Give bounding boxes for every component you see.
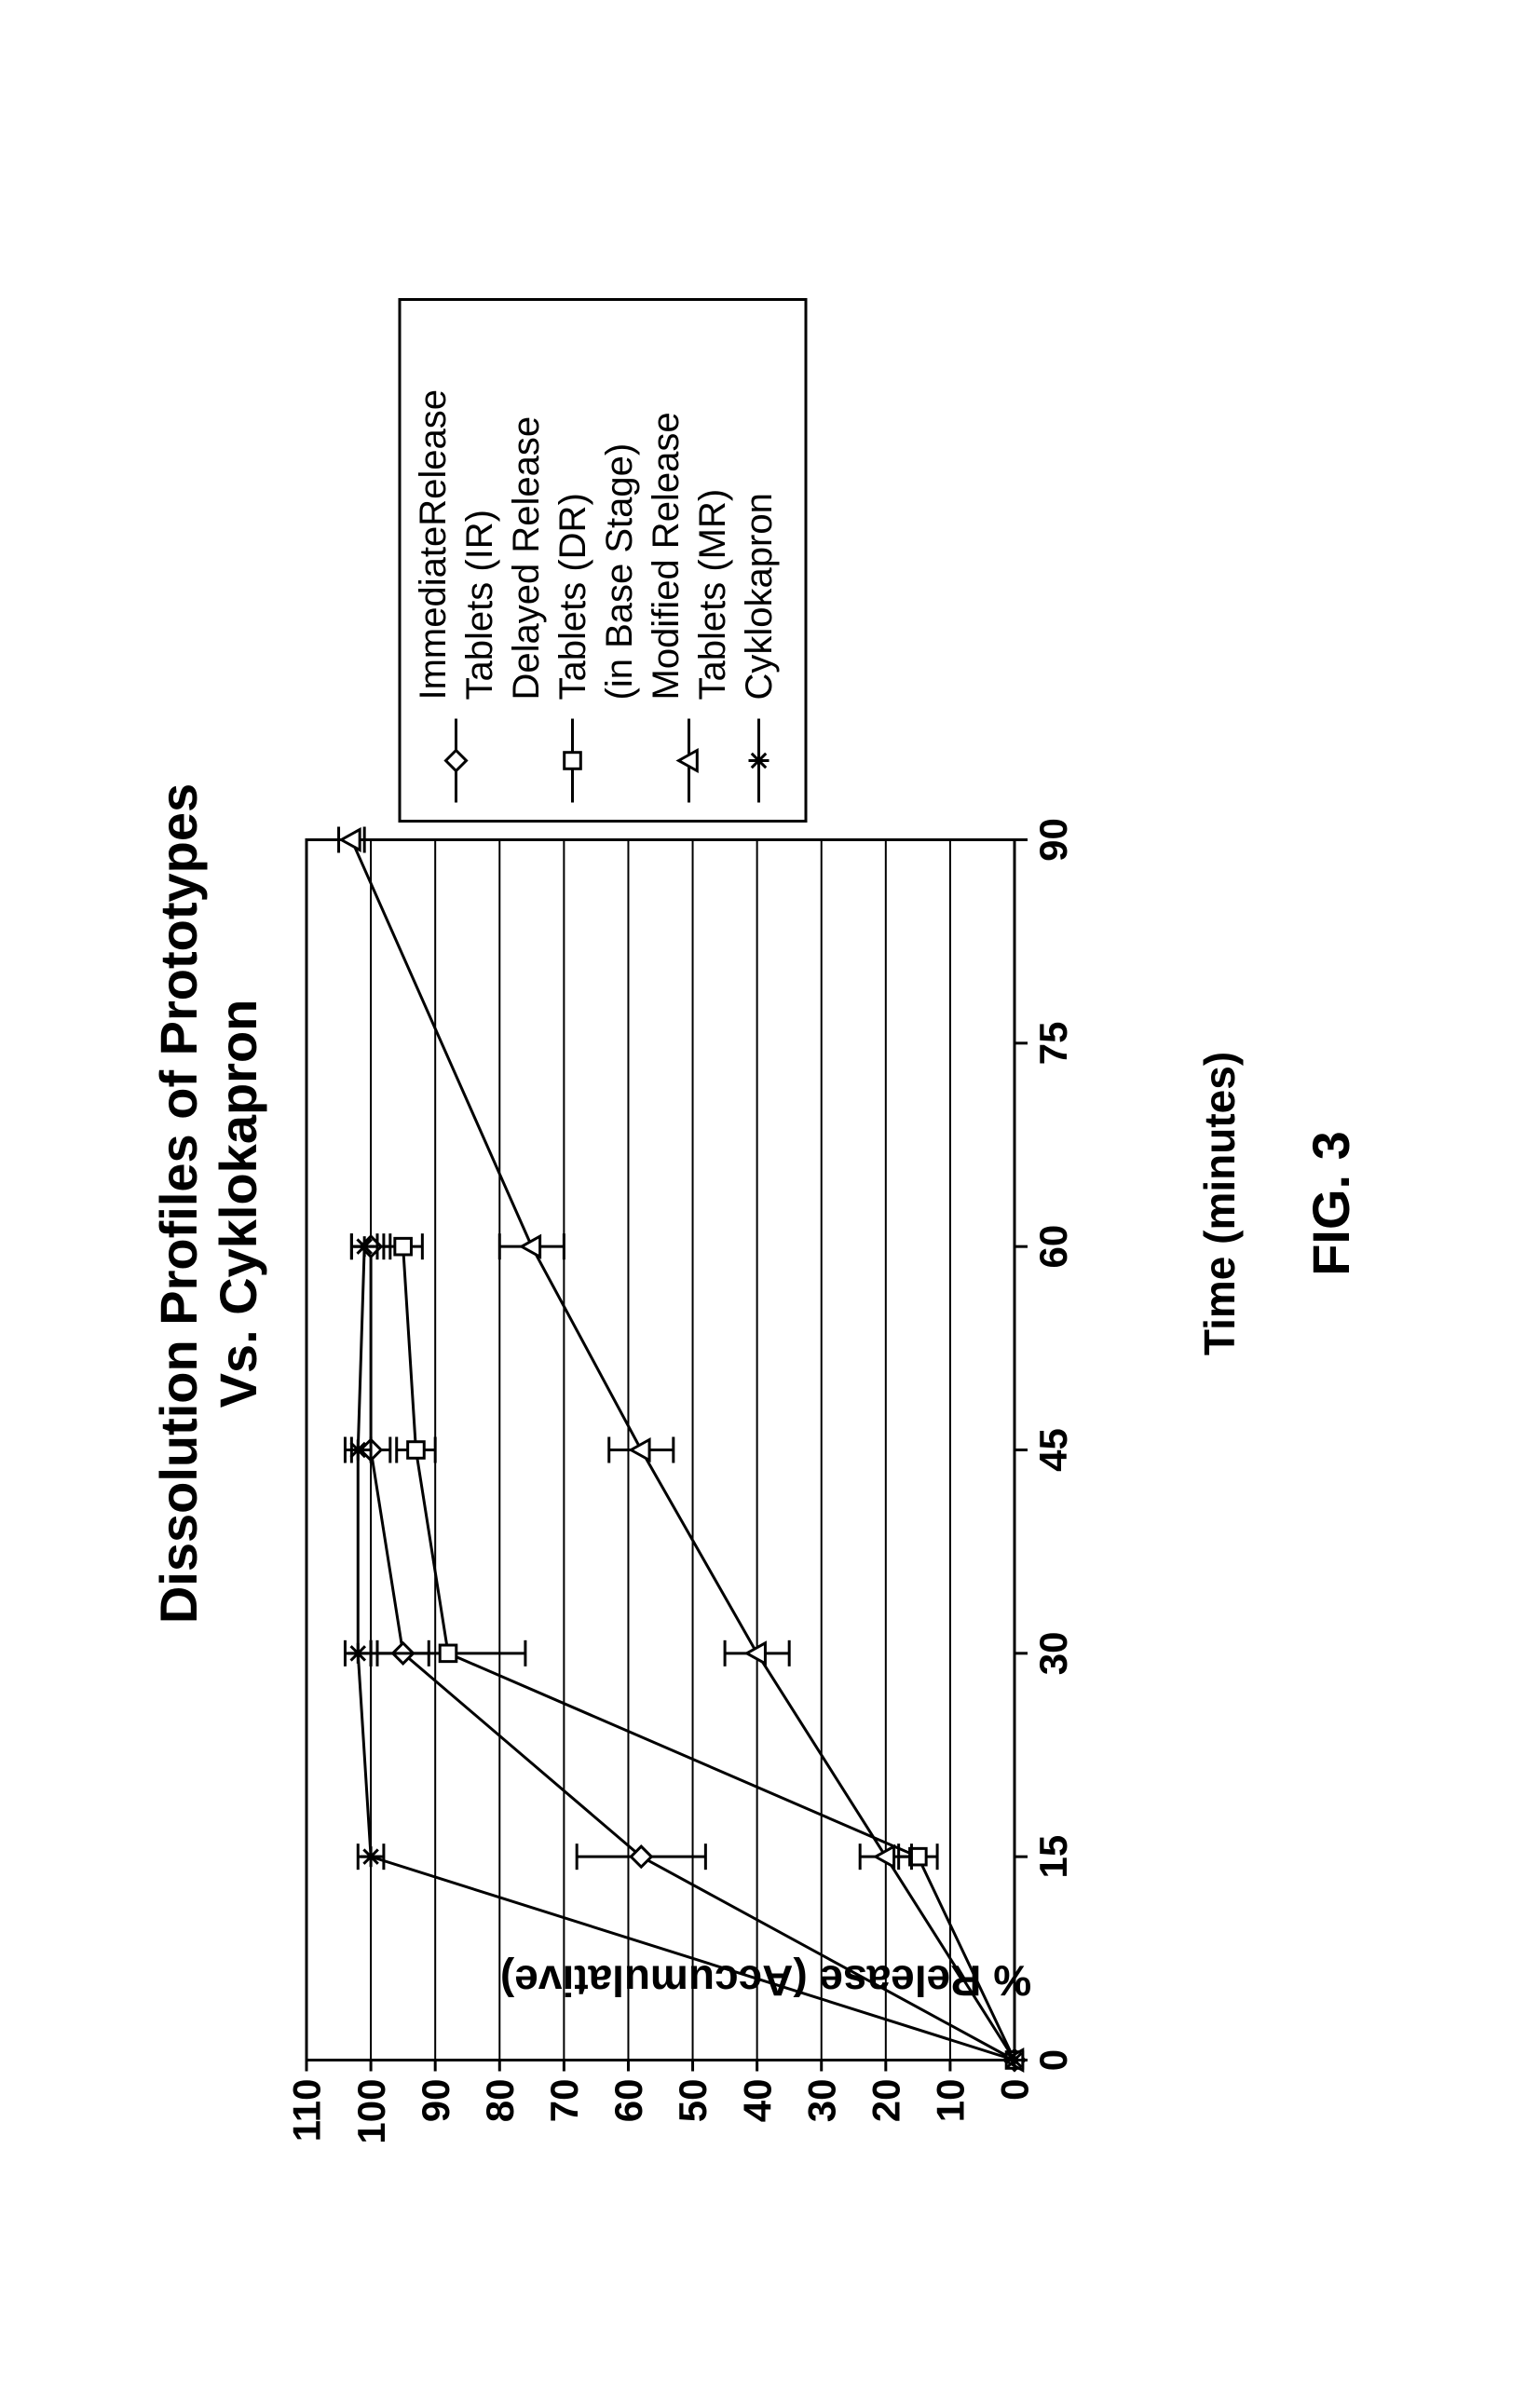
- y-axis-label: % Release (Accumulative): [500, 1956, 1031, 2007]
- y-tick-label: 80: [478, 2079, 522, 2123]
- triangle-marker: [746, 1643, 765, 1664]
- y-tick-label: 100: [349, 2079, 393, 2144]
- y-tick-label: 110: [288, 2079, 329, 2143]
- y-tick-label: 60: [606, 2079, 650, 2123]
- x-tick-label: 45: [1031, 1429, 1075, 1473]
- chart-title: Dissolution Profiles of Prototypes Vs. C…: [149, 783, 269, 1624]
- y-tick-label: 40: [735, 2079, 779, 2123]
- figure-caption: FIG. 3: [1301, 1131, 1361, 1276]
- legend-label: ImmediateRelease: [413, 390, 454, 701]
- page: Dissolution Profiles of Prototypes Vs. C…: [0, 0, 1539, 2408]
- y-tick-label: 10: [928, 2079, 972, 2123]
- square-marker: [564, 753, 580, 769]
- series-line: [351, 840, 1015, 2061]
- chart-title-line2: Vs. Cyklokapron: [209, 783, 268, 1624]
- series-dr: [371, 1234, 1023, 2069]
- legend-label: Tablets (IR): [459, 510, 500, 701]
- y-tick-label: 20: [864, 2079, 907, 2123]
- y-tick-label: 30: [799, 2079, 843, 2123]
- legend-label: Tablets (MR): [692, 489, 733, 701]
- legend-label: Modified Release: [646, 413, 687, 701]
- x-tick-label: 0: [1031, 2049, 1075, 2071]
- x-tick-label: 15: [1031, 1835, 1075, 1879]
- x-tick-label: 75: [1031, 1022, 1075, 1066]
- legend-label: (in Base Stage): [599, 443, 640, 701]
- triangle-marker: [876, 1847, 894, 1868]
- legend-label: Tablets (DR): [552, 494, 593, 701]
- asterisk-marker: [361, 1847, 381, 1868]
- triangle-marker: [341, 830, 360, 850]
- asterisk-marker: [347, 1440, 368, 1461]
- x-tick-label: 60: [1031, 1225, 1075, 1269]
- legend-label: Delayed Release: [506, 416, 547, 701]
- legend: ImmediateReleaseTablets (IR)Delayed Rele…: [400, 300, 806, 822]
- dissolution-chart: 0 10 20 30 40 50 60 70 80 90 100 110 0 15 30 45 60 75 90 Im…: [288, 263, 1164, 2144]
- triangle-marker: [522, 1237, 540, 1258]
- chart-wrap: % Release (Accumulative) 0 10 20 30 40 50 60 70…: [288, 263, 1245, 2144]
- asterisk-marker: [1004, 2050, 1025, 2071]
- figure-stage: Dissolution Profiles of Prototypes Vs. C…: [0, 0, 1539, 2408]
- legend-label: Cyklokapron: [739, 494, 780, 701]
- x-axis-label: Time (minutes): [1194, 263, 1245, 2144]
- square-marker: [395, 1239, 412, 1256]
- asterisk-marker: [347, 1643, 368, 1664]
- chart-title-line1: Dissolution Profiles of Prototypes: [149, 783, 209, 1624]
- x-tick-label: 90: [1031, 819, 1075, 863]
- y-tick-label: 90: [414, 2079, 457, 2123]
- y-tick-label: 70: [542, 2079, 586, 2123]
- series-mr: [338, 827, 1022, 2071]
- asterisk-marker: [748, 751, 769, 771]
- y-tick-label: 50: [671, 2079, 715, 2123]
- rotated-canvas: Dissolution Profiles of Prototypes Vs. C…: [0, 0, 1539, 2408]
- x-tick-label: 30: [1031, 1632, 1075, 1676]
- square-marker: [440, 1646, 456, 1663]
- square-marker: [407, 1442, 424, 1459]
- triangle-marker: [631, 1440, 649, 1461]
- y-tick-label: 0: [992, 2079, 1036, 2101]
